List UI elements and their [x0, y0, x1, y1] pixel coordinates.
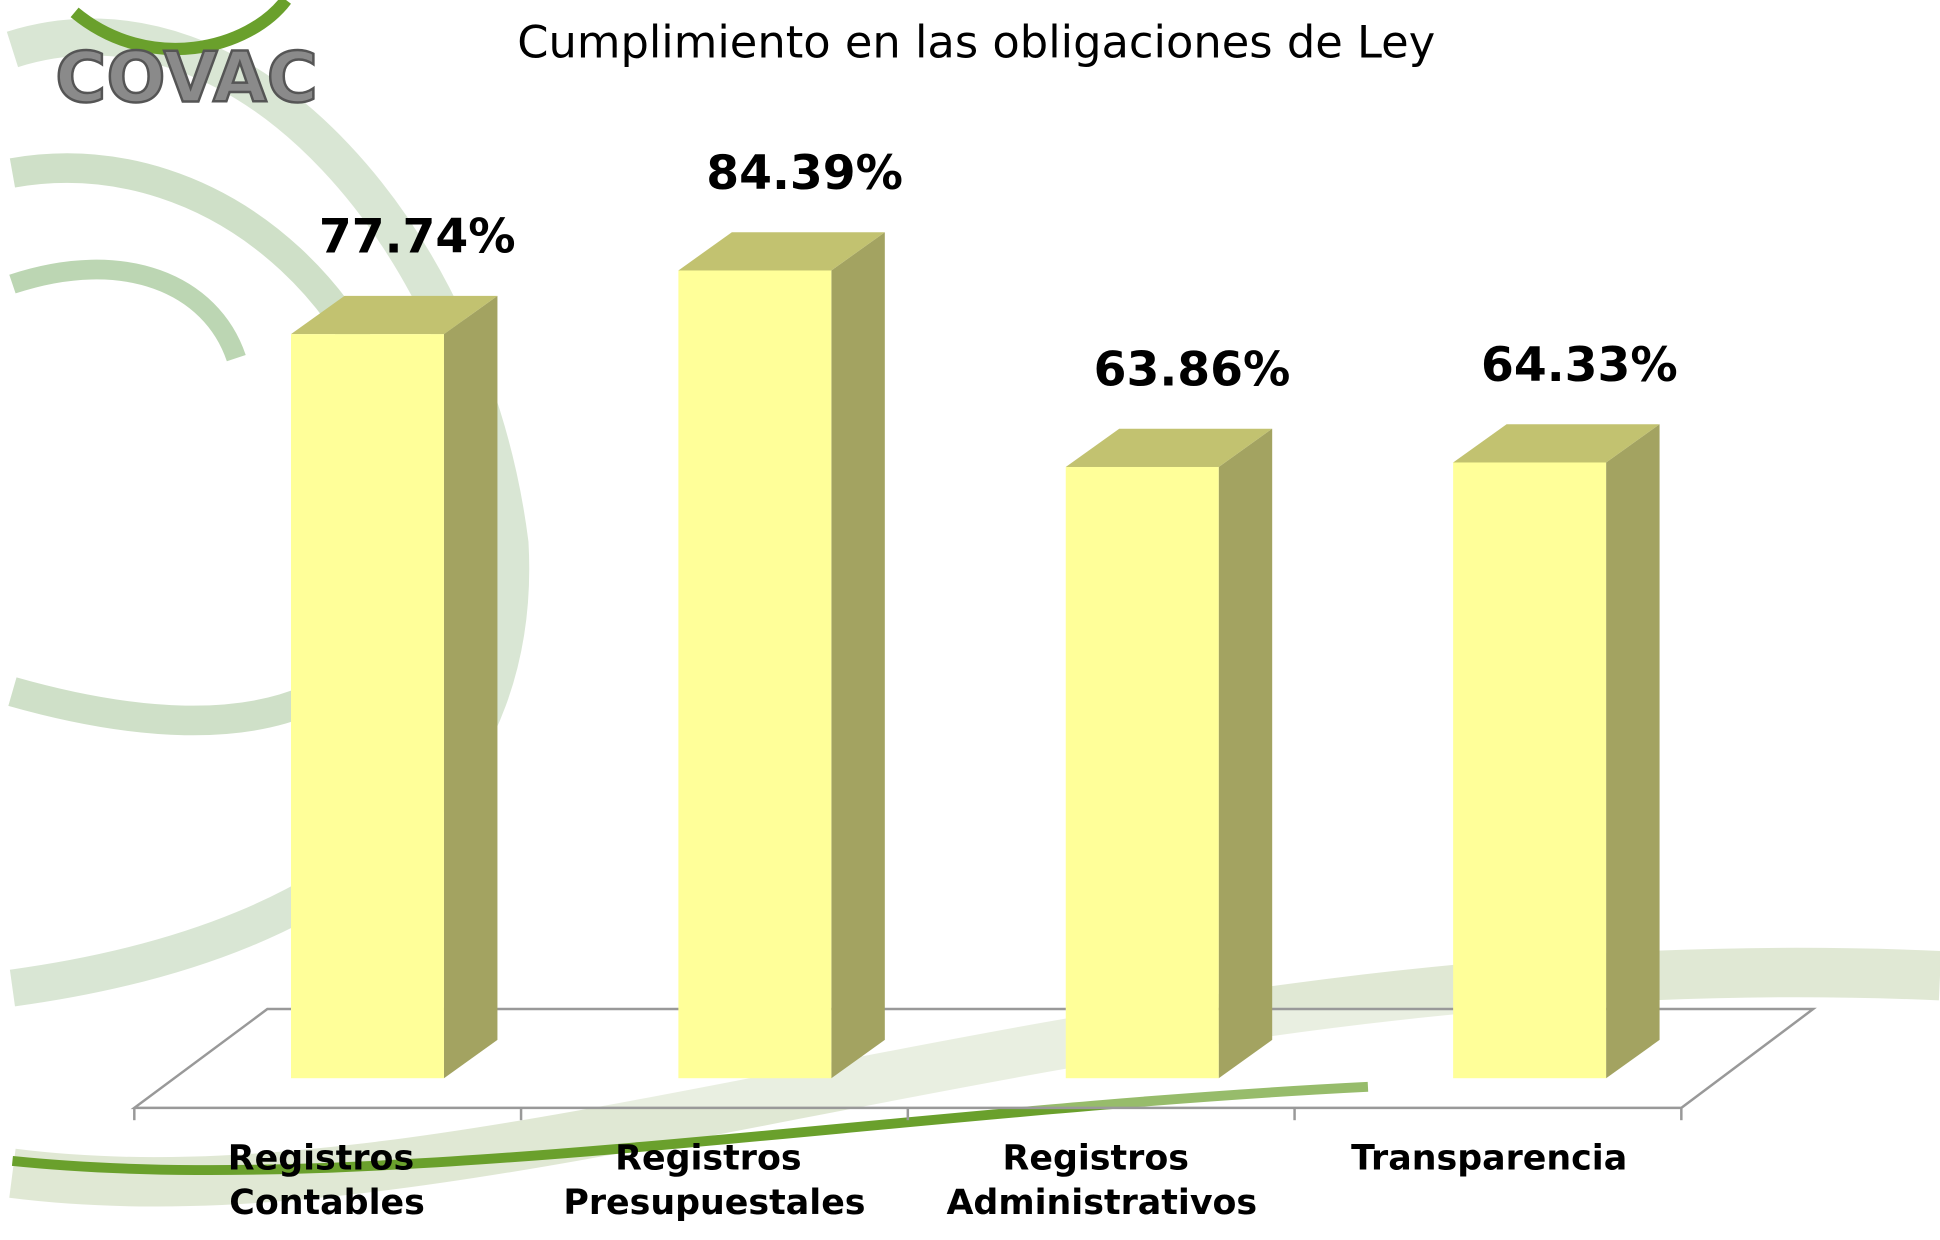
- value-label: 84.39%: [706, 146, 903, 201]
- bar: [1453, 424, 1659, 1078]
- bar-side: [831, 232, 884, 1078]
- value-label: 64.33%: [1481, 338, 1678, 393]
- bar: [291, 296, 497, 1078]
- bar-side: [444, 296, 497, 1078]
- bar-side: [1606, 424, 1659, 1078]
- chart-title: Cumplimiento en las obligaciones de Ley: [517, 17, 1435, 69]
- x-tick-label: Registros Administrativos: [946, 1139, 1257, 1223]
- bar: [1066, 429, 1272, 1079]
- bar-side: [1219, 429, 1272, 1079]
- value-label: 63.86%: [1094, 343, 1291, 398]
- chart: COVAC Cumplimiento en las obligaciones d…: [0, 0, 1940, 1240]
- x-tick-label: Transparencia: [1351, 1139, 1627, 1179]
- bar-front: [1453, 462, 1606, 1078]
- bar-front: [678, 270, 831, 1078]
- bar: [678, 232, 884, 1078]
- page: COVAC Cumplimiento en las obligaciones d…: [0, 0, 1940, 1240]
- bar-front: [291, 334, 444, 1078]
- logo: COVAC: [55, 38, 318, 118]
- bar-front: [1066, 467, 1219, 1078]
- value-label: 77.74%: [319, 210, 516, 265]
